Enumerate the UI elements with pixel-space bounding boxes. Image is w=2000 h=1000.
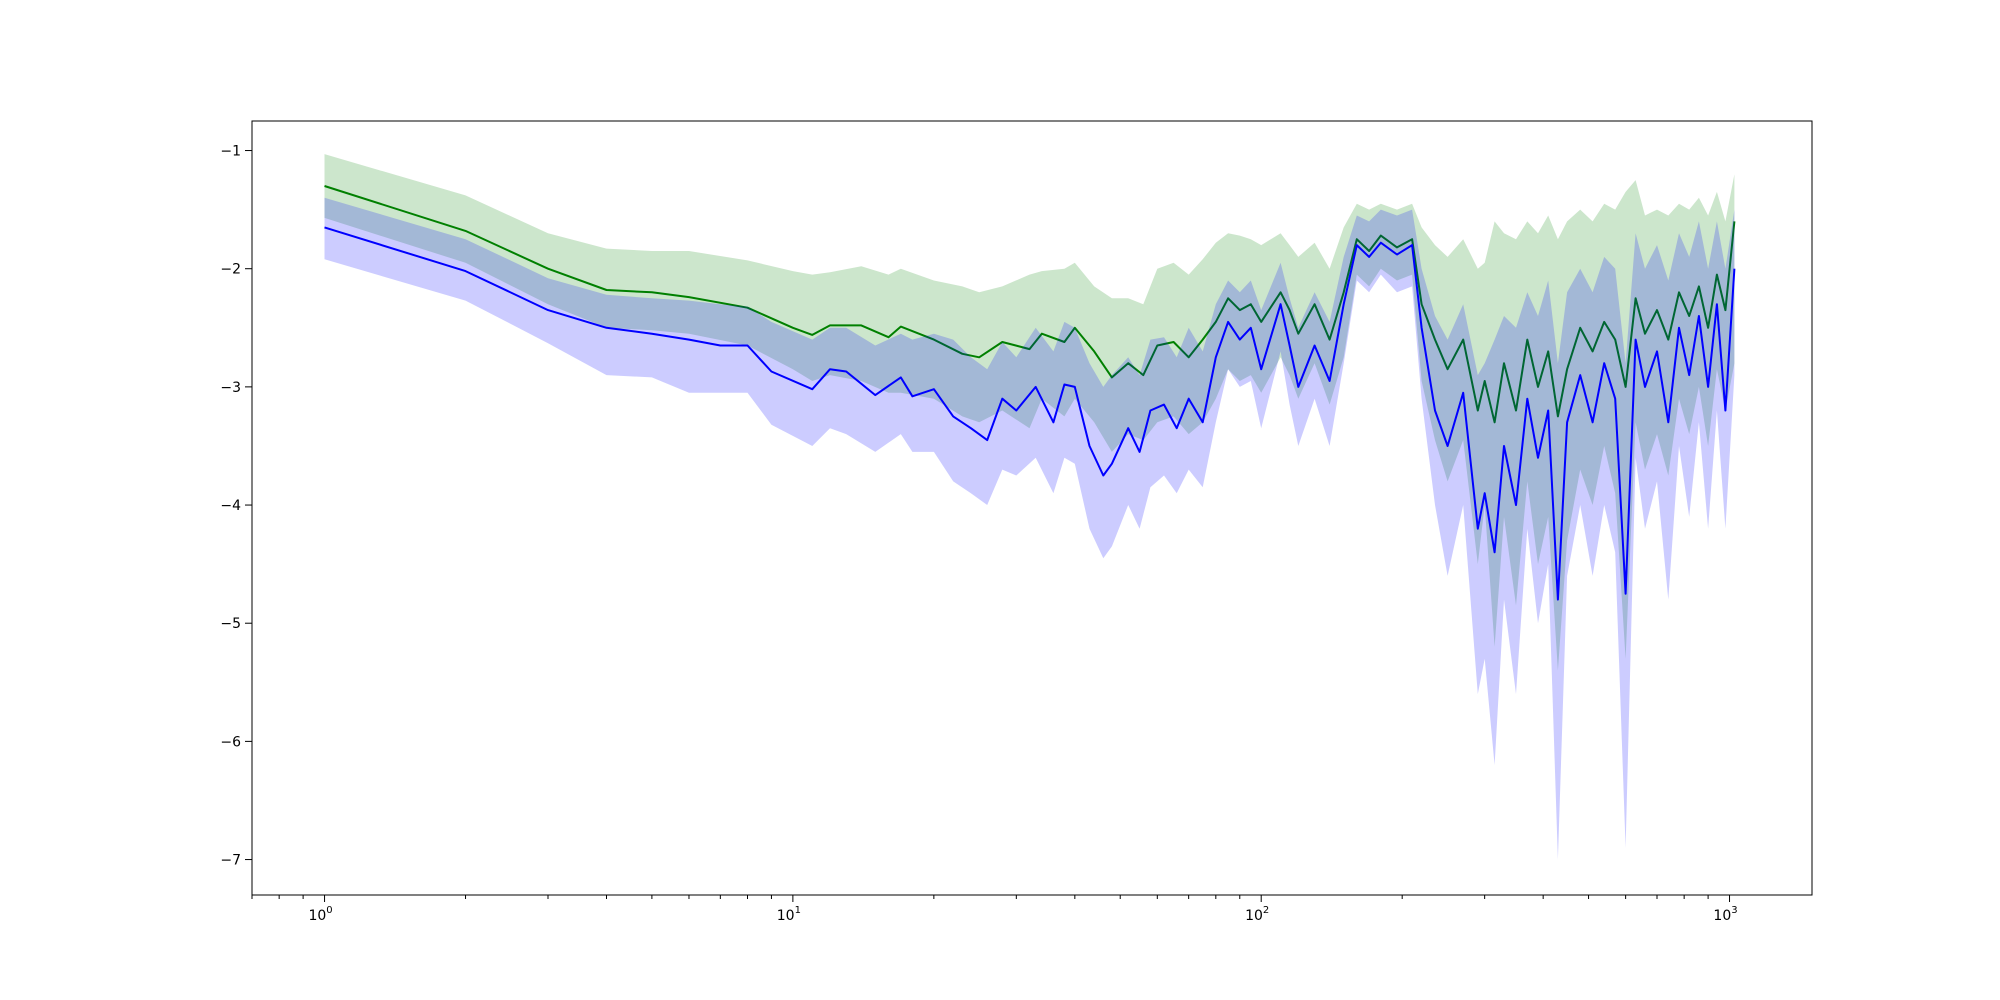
series-1-band: [324, 197, 1735, 860]
y-tick-label: −1: [220, 144, 241, 160]
x-tick-label: 101: [777, 905, 801, 924]
x-axis: 100 101 102 103: [251, 895, 1738, 924]
series-1-line: [324, 226, 1736, 601]
y-tick-label: −5: [220, 616, 241, 632]
y-tick-label: −6: [220, 734, 241, 750]
series-1: [324, 197, 1736, 860]
series-0-line: [324, 185, 1736, 424]
x-tick-label: 100: [308, 905, 332, 924]
y-tick-label: −2: [220, 262, 241, 278]
series-0: [324, 154, 1736, 671]
plot-area: [324, 154, 1736, 860]
x-tick-label: 103: [1713, 905, 1737, 924]
axes-frame: [251, 120, 1813, 896]
y-tick-label: −7: [220, 853, 241, 869]
x-tick-label: 102: [1245, 905, 1269, 924]
series-0-band: [324, 154, 1735, 671]
y-tick-label: −4: [220, 498, 241, 514]
y-tick-label: −3: [220, 380, 241, 396]
y-axis: −1 −2 −3 −4 −5 −6 −7: [220, 144, 252, 869]
